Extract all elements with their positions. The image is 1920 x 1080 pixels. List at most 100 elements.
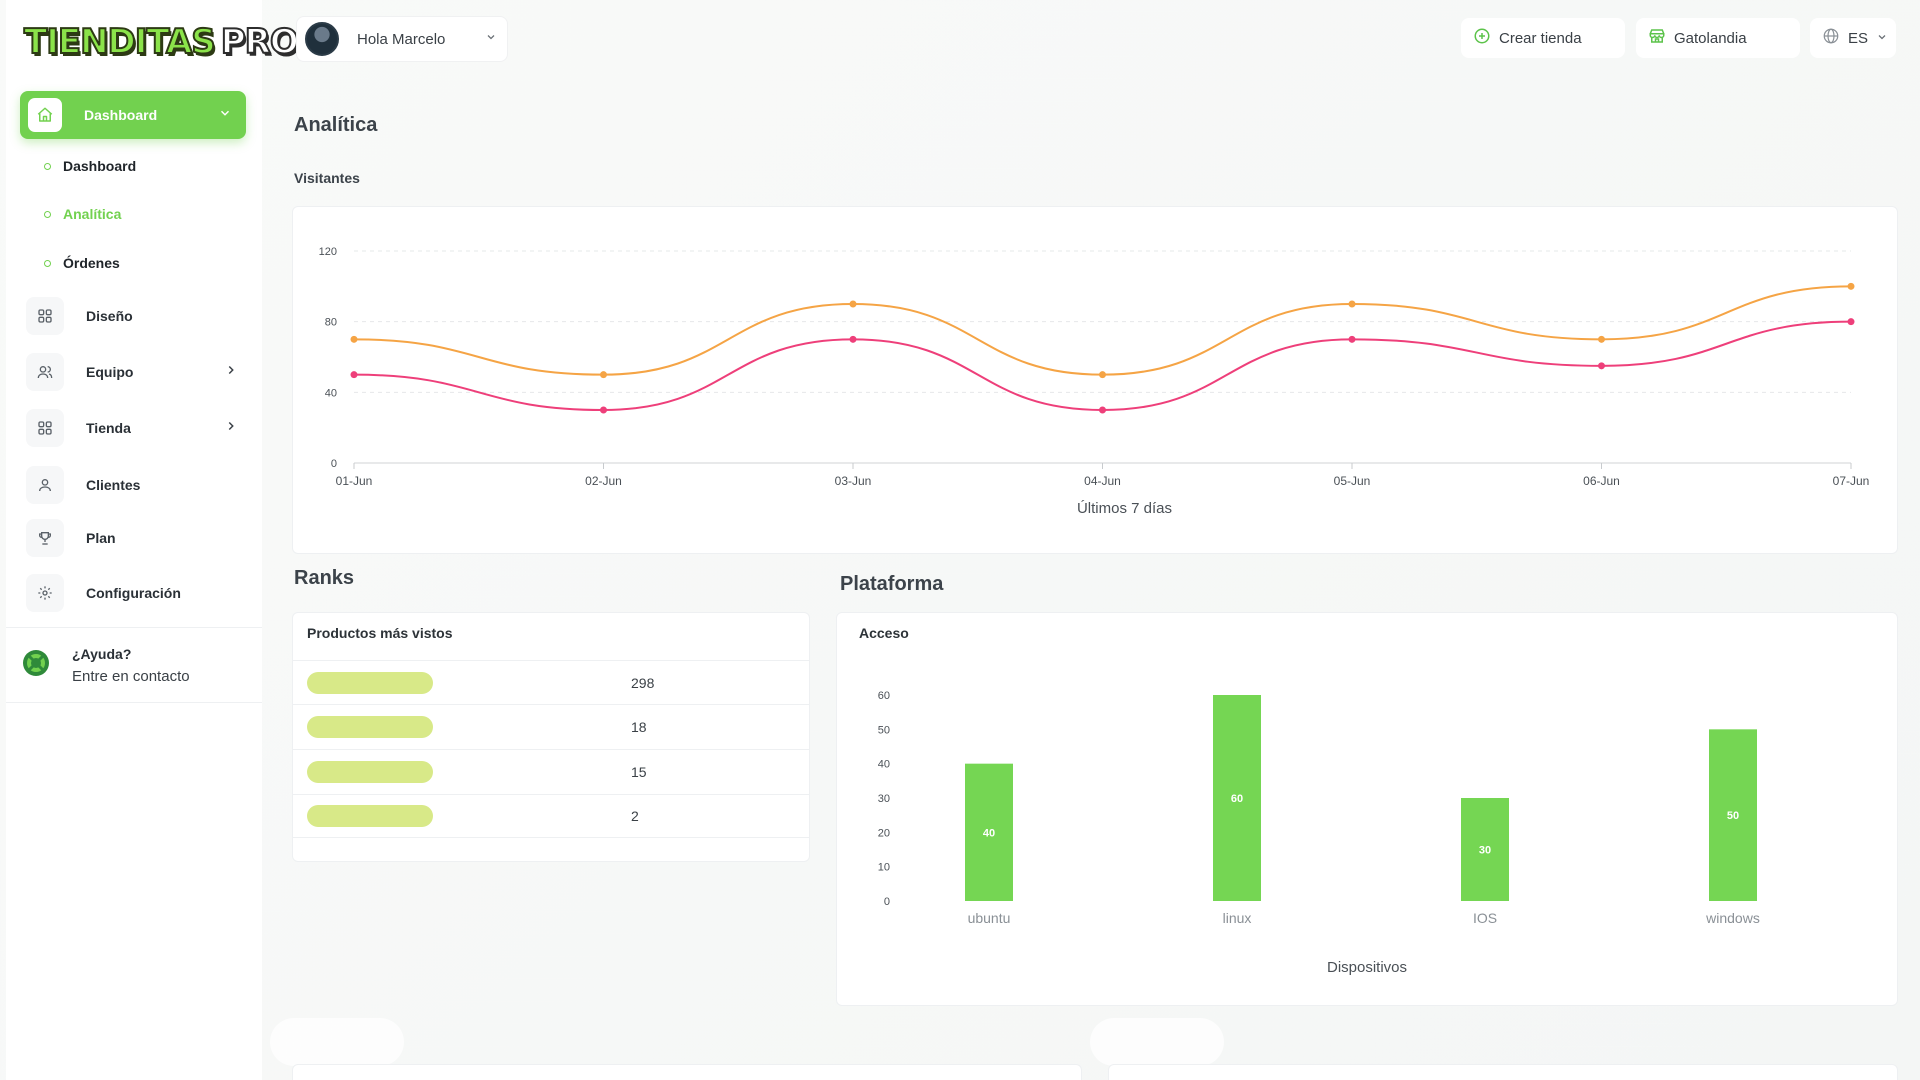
store-name: Gatolandia [1674, 29, 1747, 47]
x-tick-label: linux [1223, 910, 1252, 926]
data-point [600, 406, 607, 414]
platform-card: Acceso 0 10 20 30 40 50 60 40 ubuntu 60 linux 30 IOS… [836, 612, 1898, 1006]
bar-linux [1213, 695, 1261, 901]
table-row[interactable]: 2 [293, 794, 809, 838]
data-point [350, 371, 358, 379]
subitem-dashboard[interactable]: Dashboard [44, 155, 136, 177]
sidebar-item-equipo[interactable]: Equipo [26, 352, 246, 392]
data-point [1598, 335, 1605, 343]
bar-IOS [1461, 798, 1509, 901]
grid-icon [26, 297, 64, 335]
bullet-icon [44, 162, 51, 170]
sidebar-item-label: Tienda [86, 420, 131, 436]
y-tick-label: 60 [878, 690, 890, 702]
y-tick-label: 0 [331, 458, 337, 470]
y-tick-label: 30 [878, 793, 890, 805]
x-tick-label: 04-Jun [1084, 474, 1121, 488]
y-tick-label: 50 [878, 724, 890, 736]
plus-circle-icon [1473, 27, 1491, 49]
subitem-label: Órdenes [63, 255, 120, 271]
page-title: Analítica [294, 114, 378, 136]
avatar [305, 22, 339, 56]
y-tick-label: 40 [878, 759, 890, 771]
visitors-title: Visitantes [294, 170, 360, 186]
chevron-down-icon [1876, 30, 1888, 47]
y-tick-label: 10 [878, 862, 890, 874]
bottom-card [1108, 1064, 1898, 1080]
store-icon [1648, 27, 1666, 49]
view-count: 18 [631, 718, 647, 735]
x-tick-label: 02-Jun [585, 474, 622, 488]
ranks-card: Productos más vistos 298 18 15 2 [292, 612, 810, 862]
view-count: 2 [631, 808, 639, 824]
x-tick-label: IOS [1473, 910, 1497, 926]
subitem-ordenes[interactable]: Órdenes [44, 252, 120, 274]
bar-ubuntu [965, 763, 1013, 901]
bar-windows [1709, 729, 1757, 901]
bullet-icon [44, 259, 51, 267]
view-count: 298 [631, 674, 655, 691]
logo-text-pro: PRO [220, 21, 300, 63]
store-selector[interactable]: Gatolandia [1636, 18, 1800, 58]
chevron-right-icon [224, 419, 238, 438]
series-line-2 [353, 320, 1852, 412]
contact-link[interactable]: Entre en contacto [72, 667, 190, 685]
data-point [1348, 300, 1356, 308]
subitem-label: Analítica [63, 206, 122, 222]
sidebar-item-clientes[interactable]: Clientes [26, 465, 246, 505]
bullet-icon [44, 210, 51, 218]
user-menu[interactable]: Hola Marcelo [296, 16, 508, 62]
x-tick-label: windows [1705, 910, 1760, 926]
table-row[interactable]: 15 [293, 749, 809, 793]
chevron-down-icon [218, 106, 232, 125]
chevron-down-icon [485, 30, 497, 48]
ranks-card-title: Productos más vistos [307, 625, 453, 641]
product-placeholder [307, 715, 433, 738]
sidebar-item-label: Dashboard [84, 107, 158, 123]
bar-value-label: 50 [1727, 810, 1739, 822]
sidebar: TIENDITAS PRO Dashboard Dashboard Analít… [6, 0, 300, 1080]
product-placeholder [307, 671, 433, 694]
logo-text-main: TIENDITAS [23, 21, 217, 63]
sidebar-item-configuracion[interactable]: Configuración [26, 573, 246, 613]
table-row[interactable]: 298 [293, 660, 809, 704]
data-point [1099, 371, 1106, 379]
bar-value-label: 60 [1231, 793, 1243, 805]
sidebar-item-tienda[interactable]: Tienda [26, 408, 246, 448]
view-count: 15 [631, 763, 647, 780]
product-placeholder [307, 760, 433, 783]
create-store-button[interactable]: Crear tienda [1461, 18, 1625, 58]
help-panel: ¿Ayuda? Entre en contacto [6, 627, 262, 703]
sidebar-item-label: Configuración [86, 585, 181, 601]
sidebar-item-label: Plan [86, 530, 116, 546]
bar-value-label: 30 [1479, 845, 1491, 857]
product-placeholder [307, 805, 433, 827]
data-point [849, 300, 857, 308]
sidebar-item-label: Clientes [86, 477, 141, 493]
data-point [1847, 318, 1855, 326]
gear-icon [26, 574, 64, 612]
platform-title: Plataforma [840, 573, 944, 595]
table-row[interactable]: 18 [293, 704, 809, 748]
x-tick-label: 06-Jun [1583, 474, 1620, 488]
x-tick-label: 01-Jun [336, 474, 373, 488]
language-selector[interactable]: ES [1810, 18, 1896, 58]
chevron-right-icon [224, 363, 238, 382]
data-point [600, 371, 607, 379]
subitem-label: Dashboard [63, 158, 137, 174]
y-tick-label: 40 [325, 387, 337, 399]
platform-card-title: Acceso [859, 625, 909, 641]
sidebar-item-plan[interactable]: Plan [26, 518, 246, 558]
x-tick-label: 03-Jun [835, 474, 872, 488]
sidebar-item-dashboard[interactable]: Dashboard [20, 91, 246, 139]
data-point [1348, 335, 1356, 343]
subitem-analitica[interactable]: Analítica [44, 203, 121, 225]
x-tick-label: 05-Jun [1334, 474, 1371, 488]
series-line-1 [353, 285, 1852, 376]
user-icon [26, 466, 64, 504]
user-greeting: Hola Marcelo [357, 30, 446, 48]
visitors-line-chart: 0 40 80 120 01-Jun 02-Jun 03-Jun 04-Jun 05-Jun 06… [319, 246, 1870, 517]
brand-logo[interactable]: TIENDITAS PRO [23, 20, 300, 64]
users-icon [26, 353, 64, 391]
sidebar-item-diseno[interactable]: Diseño [26, 296, 246, 336]
